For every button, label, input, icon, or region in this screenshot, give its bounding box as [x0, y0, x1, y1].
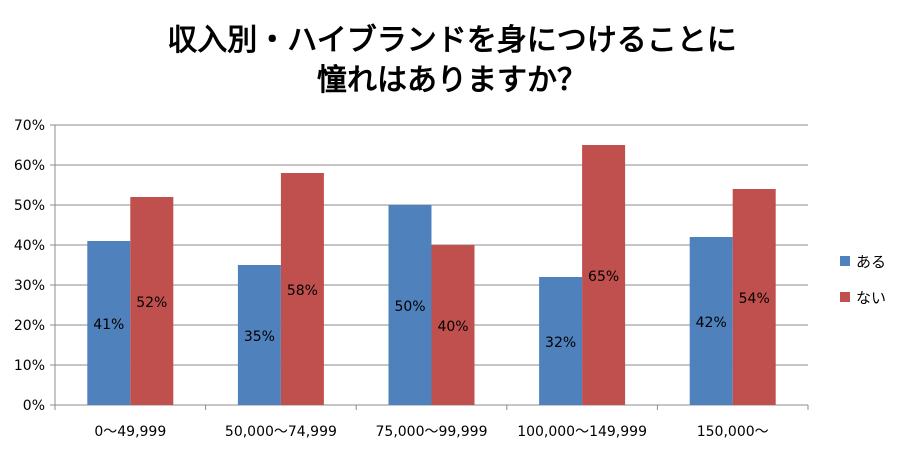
legend-swatch [840, 292, 850, 302]
data-label: 65% [588, 269, 619, 285]
data-label: 42% [696, 315, 727, 331]
bar-aru [539, 277, 583, 405]
bar-nai [431, 245, 475, 405]
data-label: 41% [93, 317, 124, 333]
chart-title-line-1: 収入別・ハイブランドを身につけることに [167, 23, 736, 58]
y-axis-tick-labels: 0% 10% 20% 30% 40% 50% 60% 70% [14, 118, 45, 414]
data-label: 52% [136, 295, 167, 311]
legend-label: ない [856, 289, 886, 307]
y-tick-label: 40% [14, 238, 45, 254]
y-tick-label: 20% [14, 318, 45, 334]
data-label: 32% [545, 335, 576, 351]
y-tick-label: 70% [14, 118, 45, 134]
bar-aru [689, 237, 733, 405]
x-category-label: 50,000～74,999 [225, 424, 337, 440]
bar-aru [388, 205, 432, 405]
bars: 41% 52% 35% 58% 50% 40% 32% 65% 42% 54% [87, 145, 776, 405]
y-tick-label: 30% [14, 278, 45, 294]
data-label: 58% [287, 283, 318, 299]
bar-nai [130, 197, 174, 405]
data-label: 35% [244, 329, 275, 345]
x-axis-category-labels: 0～49,999 50,000～74,999 75,000～99,999 100,00… [94, 424, 768, 440]
bar-aru [237, 265, 281, 405]
y-tick-label: 10% [14, 358, 45, 374]
data-label: 54% [739, 291, 770, 307]
data-label: 50% [394, 299, 425, 315]
y-tick-label: 50% [14, 198, 45, 214]
x-category-label: 100,000～149,999 [517, 424, 647, 440]
bar-nai [280, 173, 324, 405]
legend-label: ある [856, 253, 886, 271]
x-category-label: 75,000～99,999 [376, 424, 488, 440]
x-category-label: 0～49,999 [94, 424, 166, 440]
bar-nai [582, 145, 626, 405]
legend-swatch [840, 256, 850, 266]
bar-nai [732, 189, 776, 405]
y-tick-label: 0% [23, 398, 45, 414]
y-tick-label: 60% [14, 158, 45, 174]
bar-aru [87, 241, 131, 405]
chart-title-line-2: 憧れはありますか？ [317, 63, 587, 98]
data-label: 40% [437, 319, 468, 335]
x-category-label: 150,000～ [697, 424, 769, 440]
